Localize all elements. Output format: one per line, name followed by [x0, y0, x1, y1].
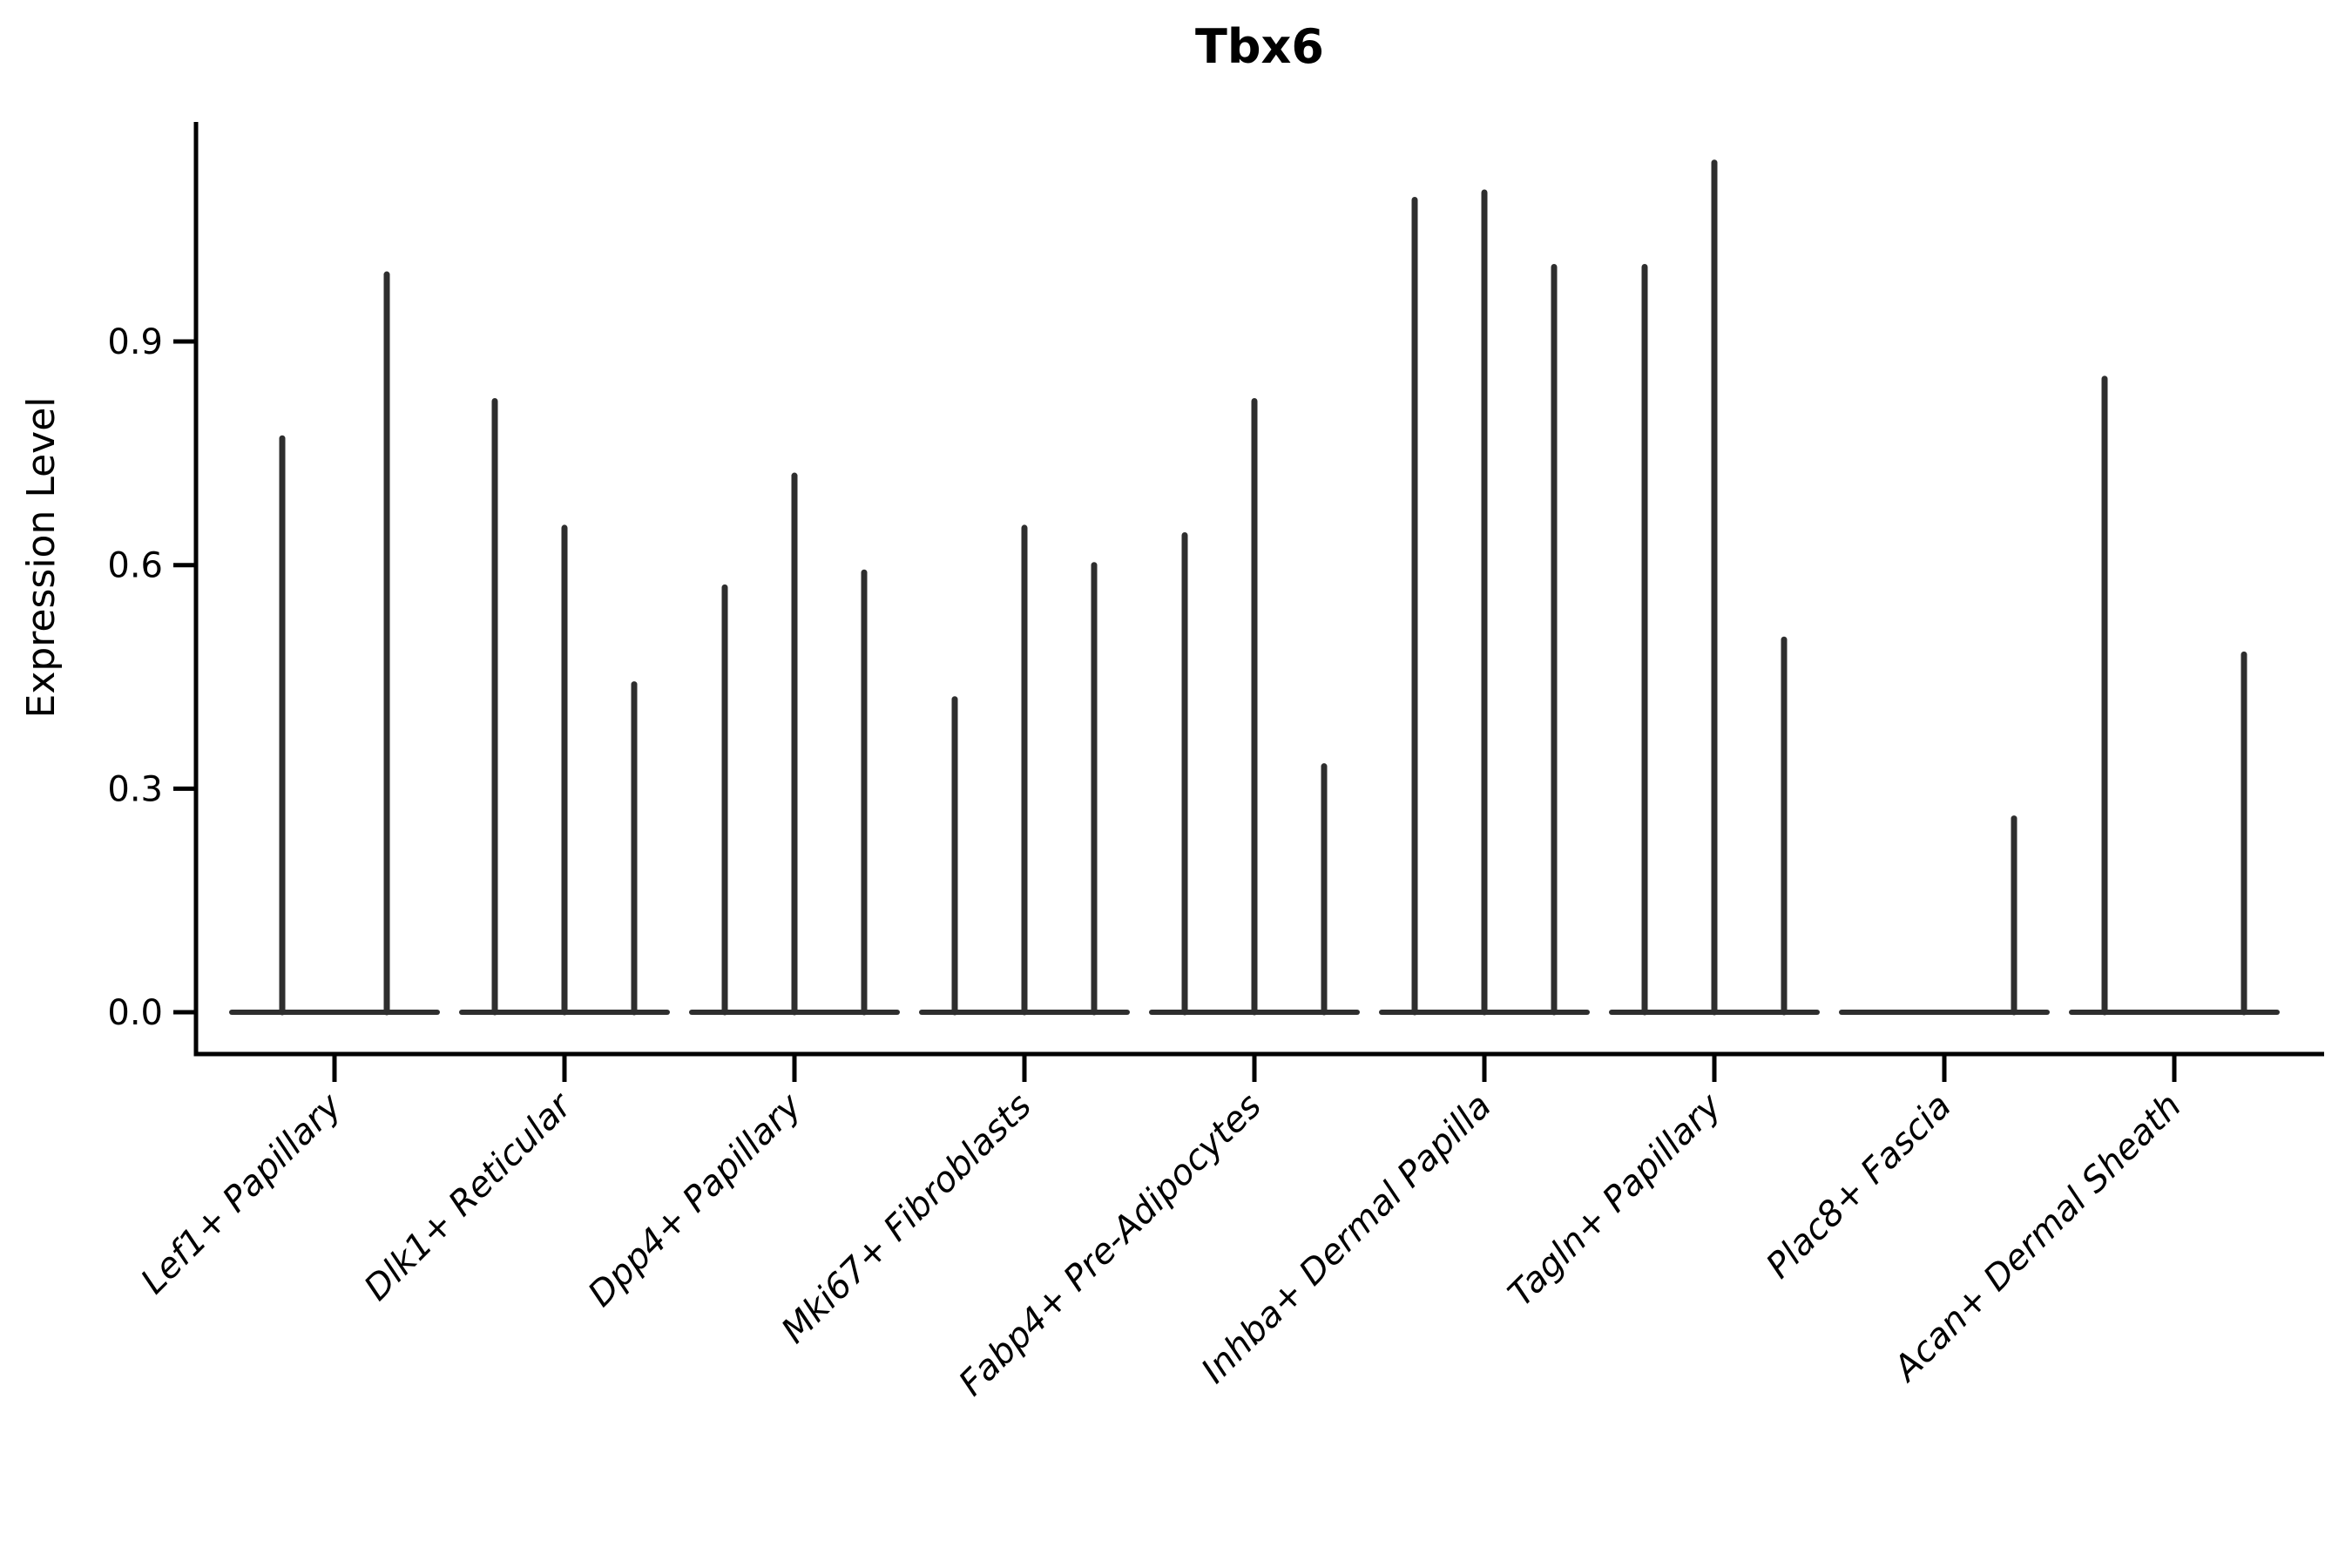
- y-tick-label: 0.3: [107, 769, 163, 809]
- chart-title: Tbx6: [1195, 19, 1324, 74]
- y-tick-label: 0.0: [107, 993, 163, 1033]
- x-tick-label: Lef1+ Papillary: [133, 1085, 350, 1302]
- y-tick-label: 0.9: [107, 322, 163, 362]
- x-tick-label: Plac8+ Fascia: [1759, 1086, 1959, 1287]
- x-tick-label: Dpp4+ Papillary: [581, 1085, 810, 1315]
- x-tick-labels: Lef1+ Papillary Dlk1+ Reticular Dpp4+ Papi…: [133, 1085, 2189, 1404]
- axes-layer: 0.0 0.3 0.6 0.9: [107, 122, 2324, 1082]
- x-tick-label: Tagln+ Papillary: [1501, 1085, 1730, 1315]
- x-tick-label: Mki67+ Fibroblasts: [774, 1086, 1039, 1352]
- y-axis-label: Expression Level: [19, 397, 64, 719]
- x-tick-label: Dlk1+ Reticular: [357, 1085, 581, 1308]
- violins-layer: [229, 159, 2280, 1016]
- y-tick-label: 0.6: [107, 546, 163, 586]
